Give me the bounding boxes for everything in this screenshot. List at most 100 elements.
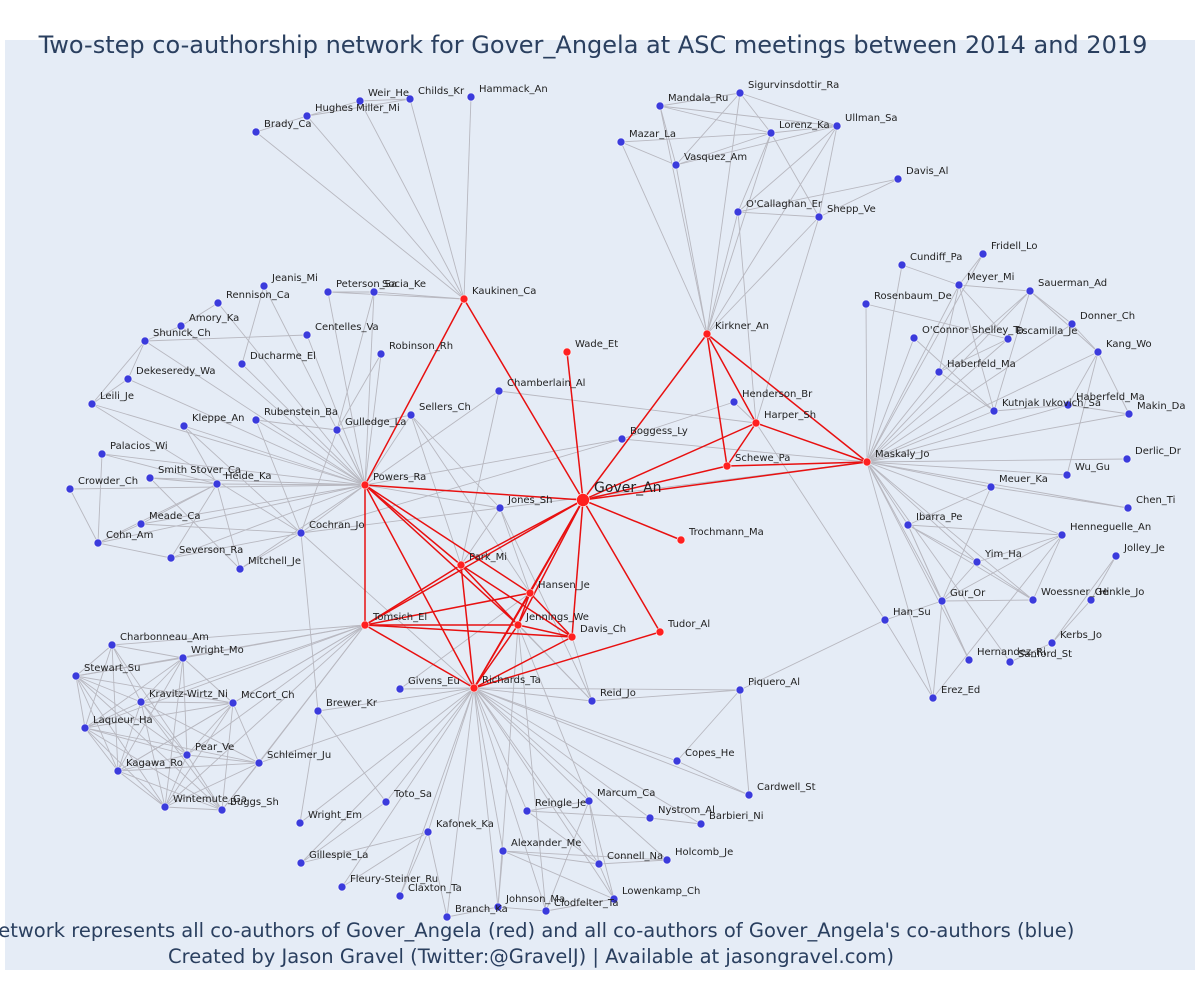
node-toto-sa[interactable]	[381, 797, 391, 807]
node-ullman-sa[interactable]	[832, 121, 842, 131]
node-lowenkamp-ch[interactable]	[609, 894, 619, 904]
node-kleppe-an[interactable]	[179, 421, 189, 431]
node-escamilla-je[interactable]	[1003, 334, 1013, 344]
node-holcomb-je[interactable]	[662, 855, 672, 865]
node-copes-he[interactable]	[672, 756, 682, 766]
node-jolley-je[interactable]	[1111, 551, 1121, 561]
node-meyer-mi[interactable]	[954, 280, 964, 290]
node-kafonek-ka[interactable]	[423, 827, 433, 837]
node-pear-ve[interactable]	[182, 750, 192, 760]
node-chamberlain-al[interactable]	[494, 386, 504, 396]
node-wintemute-ga[interactable]	[160, 802, 170, 812]
node-powers-ra[interactable]	[360, 480, 370, 490]
node-peterson-sa[interactable]	[323, 287, 333, 297]
node-jennings-we[interactable]	[513, 620, 523, 630]
node-sauerman-ad[interactable]	[1025, 286, 1035, 296]
node-gur-or[interactable]	[937, 596, 947, 606]
node-smith-stover-ca[interactable]	[145, 473, 155, 483]
node-hammack-an[interactable]	[466, 92, 476, 102]
node-haberfeld-ma[interactable]	[934, 367, 944, 377]
node-rennison-ca[interactable]	[213, 298, 223, 308]
node-o-callaghan-er[interactable]	[733, 207, 743, 217]
node-childs-kr[interactable]	[405, 94, 415, 104]
node-schewe-pa[interactable]	[722, 461, 732, 471]
node-richards-ta[interactable]	[469, 683, 479, 693]
node-makin-da[interactable]	[1124, 409, 1134, 419]
node-fleury-steiner-ru[interactable]	[337, 882, 347, 892]
node-piquero-al[interactable]	[735, 685, 745, 695]
node-marcum-ca[interactable]	[584, 796, 594, 806]
node-derlic-dr[interactable]	[1122, 454, 1132, 464]
node-reingle-je[interactable]	[522, 806, 532, 816]
node-sellers-ch[interactable]	[406, 410, 416, 420]
node-wright-em[interactable]	[295, 818, 305, 828]
node-wade-et[interactable]	[562, 347, 572, 357]
node-sanford-st[interactable]	[1005, 657, 1015, 667]
node-vasquez-am[interactable]	[671, 160, 681, 170]
node-cochran-jo[interactable]	[296, 528, 306, 538]
node-barbieri-ni[interactable]	[696, 819, 706, 829]
node-amory-ka[interactable]	[176, 321, 186, 331]
node-meuer-ka[interactable]	[986, 482, 996, 492]
node-charbonneau-am[interactable]	[107, 640, 117, 650]
node-connell-na[interactable]	[594, 859, 604, 869]
node-davis-ch[interactable]	[567, 632, 577, 642]
node-tomsich-el[interactable]	[360, 620, 370, 630]
node-schleimer-ju[interactable]	[254, 758, 264, 768]
node-gillespie-la[interactable]	[296, 858, 306, 868]
node-kang-wo[interactable]	[1093, 347, 1103, 357]
node-reid-jo[interactable]	[587, 696, 597, 706]
node-chen-ti[interactable]	[1123, 503, 1133, 513]
node-kirkner-an[interactable]	[702, 329, 712, 339]
node-laqueur-ha[interactable]	[80, 723, 90, 733]
node-erez-ed[interactable]	[928, 693, 938, 703]
node-ducharme-el[interactable]	[237, 359, 247, 369]
node-severson-ra[interactable]	[166, 553, 176, 563]
node-robinson-rh[interactable]	[376, 349, 386, 359]
node-givens-eu[interactable]	[395, 684, 405, 694]
node-han-su[interactable]	[880, 615, 890, 625]
node-fridell-lo[interactable]	[978, 249, 988, 259]
node-tudor-al[interactable]	[655, 627, 665, 637]
node-cardwell-st[interactable]	[744, 790, 754, 800]
node-meade-ca[interactable]	[136, 519, 146, 529]
node-cundiff-pa[interactable]	[897, 260, 907, 270]
node-sigurvinsdottir-ra[interactable]	[735, 88, 745, 98]
node-jeanis-mi[interactable]	[259, 281, 269, 291]
node-kutnjak-ivkovich-sa[interactable]	[989, 406, 999, 416]
node-brewer-kr[interactable]	[313, 706, 323, 716]
node-rosenbaum-de[interactable]	[861, 299, 871, 309]
node-maskaly-jo[interactable]	[862, 457, 872, 467]
node-lorenz-ka[interactable]	[766, 128, 776, 138]
node-wright-mo[interactable]	[178, 653, 188, 663]
node-claxton-ta[interactable]	[395, 891, 405, 901]
node-stewart-su[interactable]	[71, 671, 81, 681]
node-shepp-ve[interactable]	[814, 212, 824, 222]
node-brady-ca[interactable]	[251, 127, 261, 137]
node-clodfelter-ta[interactable]	[541, 906, 551, 916]
node-yim-ha[interactable]	[972, 557, 982, 567]
node-donner-ch[interactable]	[1067, 319, 1077, 329]
node-centelles-va[interactable]	[302, 330, 312, 340]
node-trochmann-ma[interactable]	[676, 535, 686, 545]
node-haberfeld-ma2[interactable]	[1063, 400, 1073, 410]
node-shunick-ch[interactable]	[140, 336, 150, 346]
node-kerbs-jo[interactable]	[1047, 638, 1057, 648]
node-mitchell-je[interactable]	[235, 564, 245, 574]
node-henneguelle-an[interactable]	[1057, 530, 1067, 540]
node-dekeseredy-wa[interactable]	[123, 374, 133, 384]
node-alexander-me[interactable]	[498, 846, 508, 856]
node-mandala-ru[interactable]	[655, 101, 665, 111]
node-park-mi[interactable]	[456, 560, 466, 570]
node-mazar-la[interactable]	[616, 137, 626, 147]
node-henderson-br[interactable]	[729, 397, 739, 407]
node-gulledge-la[interactable]	[332, 425, 342, 435]
node-kaukinen-ca[interactable]	[459, 294, 469, 304]
node-ibarra-pe[interactable]	[903, 520, 913, 530]
node-heide-ka[interactable]	[212, 479, 222, 489]
node-hansen-je[interactable]	[525, 588, 535, 598]
node-mccort-ch[interactable]	[228, 698, 238, 708]
node-leili-je[interactable]	[87, 399, 97, 409]
node-gover-an[interactable]	[576, 493, 590, 507]
node-crowder-ch[interactable]	[65, 484, 75, 494]
